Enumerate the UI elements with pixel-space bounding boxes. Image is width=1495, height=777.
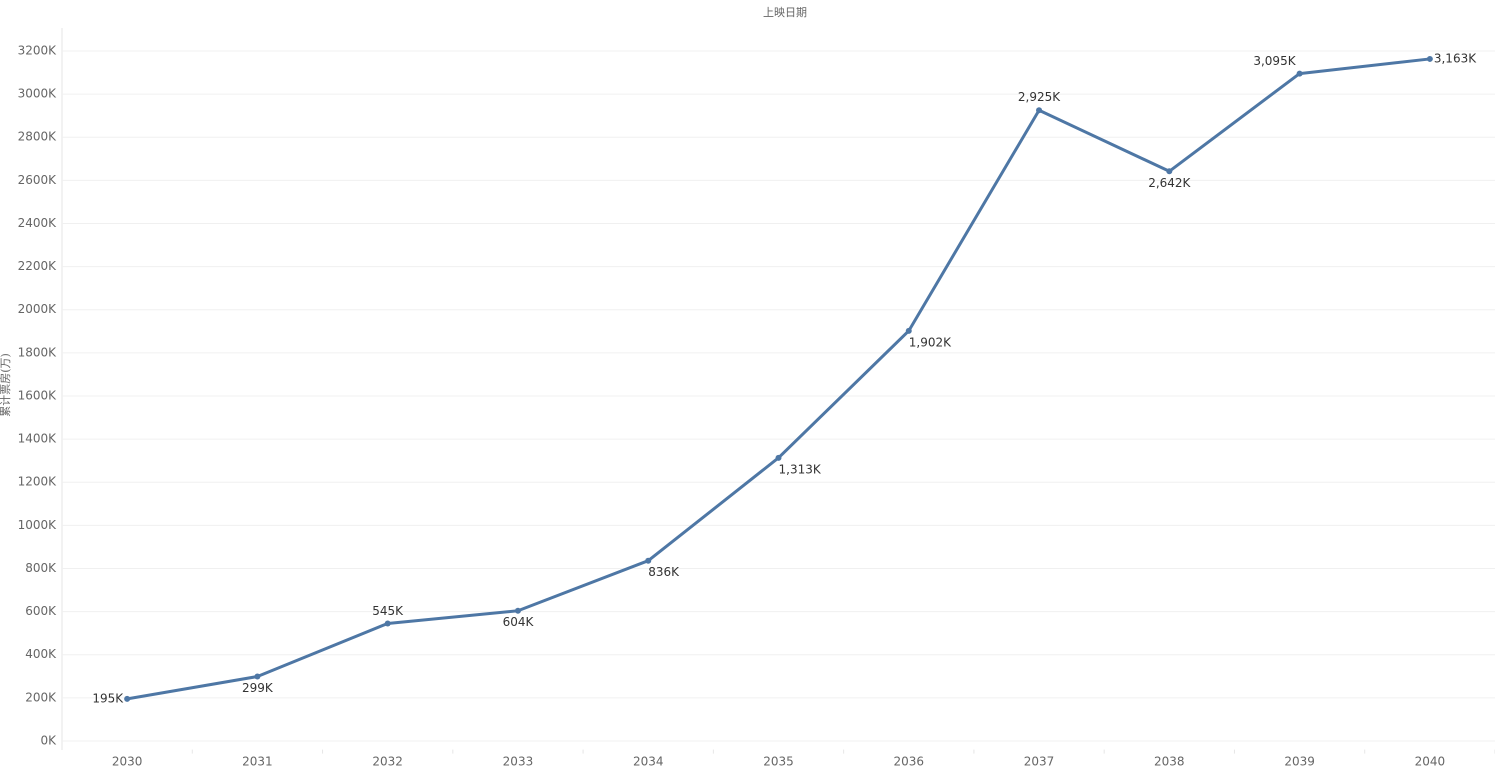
y-tick-label: 2600K [18, 173, 58, 187]
data-label: 1,313K [779, 462, 822, 476]
y-tick-label: 2200K [18, 259, 58, 273]
x-tick-label: 2038 [1154, 755, 1185, 769]
y-tick-label: 2800K [18, 130, 58, 144]
x-tick-label: 2040 [1415, 755, 1446, 769]
y-tick-label: 200K [25, 690, 57, 704]
point [645, 557, 652, 564]
y-tick-label: 600K [25, 604, 57, 618]
point [905, 327, 912, 334]
y-tick-label: 1400K [18, 432, 58, 446]
data-label: 2,642K [1148, 176, 1191, 190]
data-label: 3,163K [1434, 51, 1477, 65]
x-tick-label: 2036 [893, 755, 924, 769]
point [514, 607, 521, 614]
y-tick-label: 1000K [18, 518, 58, 532]
y-tick-label: 2000K [18, 302, 58, 316]
x-tick-label: 2031 [242, 755, 273, 769]
data-label: 2,925K [1018, 90, 1061, 104]
data-label: 604K [503, 615, 535, 629]
y-tick-label: 1200K [18, 475, 58, 489]
x-tick-label: 2034 [633, 755, 664, 769]
y-tick-label: 3200K [18, 43, 58, 57]
point [384, 620, 391, 627]
y-tick-label: 3000K [18, 87, 58, 101]
chart-title: 上映日期 [763, 6, 807, 19]
point [1426, 55, 1433, 62]
x-tick-label: 2037 [1024, 755, 1055, 769]
point [1166, 168, 1173, 175]
x-tick-label: 2032 [372, 755, 403, 769]
y-tick-label: 0K [40, 733, 57, 747]
x-tick-label: 2039 [1284, 755, 1315, 769]
y-tick-label: 1800K [18, 345, 58, 359]
data-label: 836K [648, 565, 680, 579]
data-label: 1,902K [909, 335, 952, 349]
y-axis-title: 累计票房(万) [0, 353, 12, 417]
data-label: 3,095K [1253, 54, 1296, 68]
point [1296, 70, 1303, 77]
point [124, 695, 131, 702]
point [775, 454, 782, 461]
point [254, 673, 261, 680]
y-tick-label: 2400K [18, 216, 58, 230]
y-tick-label: 400K [25, 647, 57, 661]
y-tick-label: 1600K [18, 388, 58, 402]
x-tick-label: 2033 [503, 755, 534, 769]
data-label: 545K [372, 604, 404, 618]
line [126, 57, 1431, 701]
point [1036, 107, 1043, 114]
x-tick-label: 2030 [112, 755, 143, 769]
data-label: 299K [242, 681, 274, 695]
x-tick-label: 2035 [763, 755, 794, 769]
y-tick-label: 800K [25, 561, 57, 575]
data-label: 195K [92, 691, 124, 705]
